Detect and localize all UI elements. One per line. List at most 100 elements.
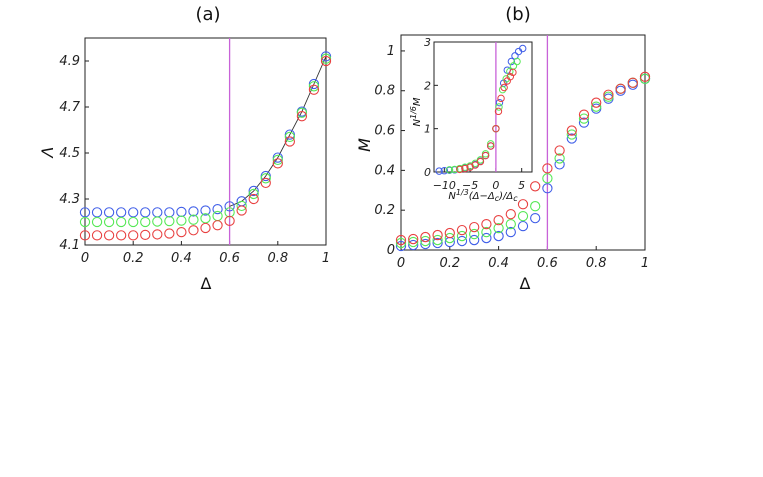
data-point-red	[469, 221, 480, 233]
inset-point-red	[509, 68, 517, 77]
data-point-red	[320, 55, 332, 67]
x-tick-label: 0.4	[171, 251, 192, 266]
inset-point-green	[513, 57, 521, 66]
data-point-blue	[128, 207, 139, 218]
x-tick-label: 0.4	[488, 256, 509, 271]
plot-frame	[433, 41, 533, 173]
data-point-green	[79, 216, 91, 228]
data-point-green	[517, 211, 529, 222]
y-tick-label: 0.4	[374, 163, 395, 178]
data-point-red	[408, 233, 419, 245]
data-point-green	[236, 200, 247, 212]
y-tick-label: 4.5	[59, 146, 80, 161]
inset-point-green	[506, 67, 514, 76]
data-point-blue	[152, 207, 163, 218]
inset-ylabel-body: M	[412, 97, 423, 106]
inset-point-red	[481, 151, 490, 160]
plot-frame	[84, 37, 327, 246]
data-point-blue	[542, 183, 553, 194]
y-tick-label: 1	[387, 44, 395, 59]
data-point-green	[152, 216, 163, 227]
panel-a-ylabel: Λ	[38, 147, 57, 160]
data-point-green	[128, 216, 139, 228]
inset-point-blue	[440, 167, 449, 175]
data-point-blue	[212, 203, 223, 215]
data-point-red	[542, 163, 553, 174]
inset-xlabel-body: (Δ−Δ	[469, 191, 495, 202]
data-point-green	[272, 154, 283, 166]
data-point-blue	[116, 207, 127, 218]
x-tick-label: 0.2	[123, 251, 144, 266]
inset-point-green	[498, 85, 507, 94]
data-point-blue	[578, 117, 590, 128]
inset-point-red	[500, 83, 508, 92]
inset-point-red	[461, 164, 469, 173]
data-point-red	[176, 226, 187, 238]
data-point-green	[308, 81, 320, 92]
data-point-green	[530, 201, 541, 212]
data-point-blue	[408, 239, 419, 251]
data-point-blue	[456, 235, 468, 247]
fit-line	[229, 56, 327, 207]
data-point-red	[140, 229, 151, 241]
data-point-red	[456, 224, 468, 236]
inset-point-blue	[435, 167, 443, 175]
y-tick-label: 0.8	[374, 84, 395, 99]
inset-xlabel-mid: )/Δ	[498, 191, 513, 202]
data-point-red	[152, 229, 163, 240]
data-point-red	[128, 230, 139, 241]
data-point-red	[639, 71, 651, 82]
data-point-red	[566, 125, 577, 136]
data-point-red	[200, 222, 211, 234]
y-tick-label: 0.2	[374, 203, 395, 218]
inset-point-green	[450, 165, 459, 174]
data-point-green	[91, 216, 103, 228]
inset-background	[434, 40, 532, 172]
inset-xlabel-sub1: c	[495, 194, 500, 203]
data-point-green	[578, 113, 590, 124]
data-point-red	[554, 145, 565, 156]
inset-ylabel-exp: 1/6	[409, 106, 418, 119]
inset-point-red	[497, 94, 505, 103]
y-tick-label: 3	[424, 36, 431, 49]
data-point-red	[530, 181, 541, 192]
data-point-red	[505, 209, 516, 220]
data-point-red	[444, 227, 455, 239]
inset-ylabel: N1/6M	[409, 97, 423, 126]
inset-point-red	[494, 107, 503, 116]
inset-xlabel-sub2: c	[513, 194, 518, 203]
data-point-green	[395, 237, 407, 249]
inset-point-red	[476, 157, 485, 166]
inset-xlabel-prefix: N	[448, 191, 456, 202]
panel-a-xlabel: Δ	[201, 274, 212, 293]
data-point-red	[432, 229, 443, 241]
y-tick-label: 4.7	[59, 100, 80, 115]
data-point-blue	[395, 240, 407, 252]
panel-b-title: (b)	[505, 4, 530, 25]
panel-b-ylabel: M	[355, 138, 374, 152]
x-tick-label: 5	[518, 179, 525, 192]
y-tick-label: 0	[424, 166, 431, 179]
data-point-green	[188, 214, 199, 225]
y-tick-label: 0	[387, 243, 395, 258]
data-point-red	[481, 218, 492, 230]
data-point-blue	[420, 238, 431, 250]
data-point-green	[481, 226, 492, 238]
data-point-green	[248, 188, 259, 200]
data-point-green	[554, 153, 565, 164]
data-point-red	[420, 231, 431, 243]
data-point-blue	[469, 234, 480, 246]
panel-b-inset: −10 −5 0 5 0 1 2 3	[424, 36, 533, 192]
data-point-blue	[505, 226, 516, 238]
data-point-blue	[627, 79, 638, 90]
inset-point-red	[492, 124, 500, 133]
data-point-green	[164, 215, 175, 227]
data-point-blue	[615, 85, 626, 96]
data-point-red	[116, 230, 127, 241]
inset-point-green	[495, 103, 503, 111]
data-point-red	[395, 234, 407, 246]
inset-point-blue	[519, 44, 527, 53]
data-point-blue	[91, 207, 103, 218]
inset-point-blue	[495, 98, 504, 107]
